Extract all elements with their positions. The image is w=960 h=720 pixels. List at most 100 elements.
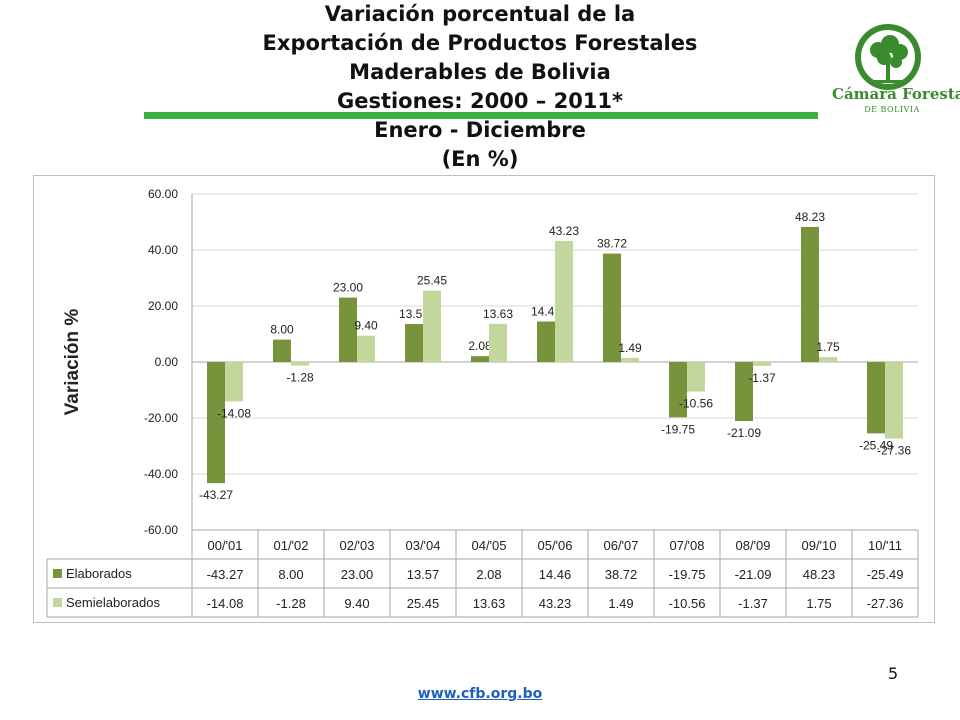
data-label: -1.28 <box>286 371 314 385</box>
y-tick-label: 60.00 <box>148 187 178 201</box>
data-label: -27.36 <box>877 444 911 458</box>
table-cell: 43.23 <box>539 596 572 611</box>
page-number: 5 <box>888 664 899 683</box>
table-cell: 14.46 <box>539 567 572 582</box>
category-label: 02/'03 <box>339 538 374 553</box>
bar-semielaborados <box>357 335 375 362</box>
data-label: -19.75 <box>661 422 695 436</box>
data-label: -1.37 <box>748 371 776 385</box>
data-label: 43.23 <box>549 224 579 238</box>
category-label: 08/'09 <box>735 538 770 553</box>
bar-elaborados <box>471 356 489 362</box>
bar-elaborados <box>207 362 225 484</box>
title-line: Exportación de Productos Forestales <box>262 31 698 55</box>
data-label: -25.49 <box>859 438 893 452</box>
data-label: 13.57 <box>399 307 429 321</box>
legend-label: Semielaborados <box>66 595 160 610</box>
table-cell: -43.27 <box>207 567 244 582</box>
table-cell: 8.00 <box>278 567 303 582</box>
bar-elaborados <box>735 362 753 422</box>
bar-semielaborados <box>225 362 243 402</box>
bar-elaborados <box>669 362 687 418</box>
y-tick-label: -40.00 <box>144 467 178 481</box>
bar-elaborados <box>273 339 291 362</box>
y-tick-label: 20.00 <box>148 299 178 313</box>
data-label: 1.49 <box>618 341 642 355</box>
table-cell: 1.75 <box>806 596 831 611</box>
table-cell: -21.09 <box>735 567 772 582</box>
bar-semielaborados <box>687 362 705 392</box>
bar-semielaborados <box>621 357 639 362</box>
y-tick-label: 40.00 <box>148 243 178 257</box>
bar-elaborados <box>801 226 819 362</box>
y-tick-label: -60.00 <box>144 523 178 537</box>
table-cell: -25.49 <box>867 567 904 582</box>
y-axis-label: Variación % <box>62 309 83 416</box>
bar-semielaborados <box>423 290 441 362</box>
data-label: -14.08 <box>217 406 251 420</box>
table-cell: -19.75 <box>669 567 706 582</box>
table-cell: 38.72 <box>605 567 638 582</box>
title-divider <box>144 112 818 119</box>
data-label: 14.46 <box>531 305 561 319</box>
table-cell: -14.08 <box>207 596 244 611</box>
data-label: -10.56 <box>679 397 713 411</box>
data-label: 38.72 <box>597 237 627 251</box>
category-label: 06/'07 <box>603 538 638 553</box>
title-line: Gestiones: 2000 – 2011* <box>336 89 624 113</box>
table-cell: 9.40 <box>344 596 369 611</box>
table-cell: 25.45 <box>407 596 440 611</box>
tree-logo-icon <box>855 24 921 90</box>
data-label: -43.27 <box>199 488 233 502</box>
category-label: 01/'02 <box>273 538 308 553</box>
bar-semielaborados <box>885 362 903 439</box>
website-link[interactable]: www.cfb.org.bo <box>417 686 543 702</box>
bar-semielaborados <box>489 323 507 362</box>
bar-semielaborados <box>753 362 771 366</box>
data-label: 25.45 <box>417 274 447 288</box>
table-cell: 48.23 <box>803 567 836 582</box>
bar-elaborados <box>339 297 357 362</box>
table-cell: 1.49 <box>608 596 633 611</box>
table-cell: 13.63 <box>473 596 506 611</box>
category-label: 03/'04 <box>405 538 440 553</box>
title-line: Enero - Diciembre <box>374 118 586 142</box>
legend-label: Elaborados <box>66 566 132 581</box>
slide-title: Variación porcentual de la Exportación d… <box>180 0 780 174</box>
category-label: 05/'06 <box>537 538 572 553</box>
table-cell: -27.36 <box>867 596 904 611</box>
data-label: 13.63 <box>483 307 513 321</box>
data-label: 23.00 <box>333 281 363 295</box>
y-tick-label: -20.00 <box>144 411 178 425</box>
data-label: 2.08 <box>468 339 492 353</box>
bar-elaborados <box>405 324 423 362</box>
data-label: -21.09 <box>727 426 761 440</box>
legend-swatch-semielaborados <box>53 598 62 607</box>
y-tick-label: 0.00 <box>155 355 179 369</box>
table-cell: -1.28 <box>276 596 306 611</box>
title-line: Maderables de Bolivia <box>349 60 611 84</box>
table-cell: 2.08 <box>476 567 501 582</box>
category-label: 04/'05 <box>471 538 506 553</box>
legend-swatch-elaborados <box>53 569 62 578</box>
table-cell: -10.56 <box>669 596 706 611</box>
logo-name: Cámara Forestal <box>832 85 960 103</box>
category-label: 09/'10 <box>801 538 836 553</box>
table-cell: 23.00 <box>341 567 374 582</box>
category-label: 07/'08 <box>669 538 704 553</box>
data-label: 8.00 <box>270 323 294 337</box>
data-label: 9.40 <box>354 319 378 333</box>
bar-elaborados <box>603 253 621 362</box>
data-label: 1.75 <box>816 340 840 354</box>
bar-elaborados <box>537 321 555 362</box>
logo-subtitle: DE BOLIVIA <box>864 105 920 114</box>
table-cell: 13.57 <box>407 567 440 582</box>
bar-semielaborados <box>555 240 573 362</box>
bar-elaborados <box>867 362 885 434</box>
category-label: 00/'01 <box>207 538 242 553</box>
title-line: Variación porcentual de la <box>324 2 636 26</box>
bar-semielaborados <box>819 357 837 362</box>
table-cell: -1.37 <box>738 596 768 611</box>
data-label: 48.23 <box>795 210 825 224</box>
